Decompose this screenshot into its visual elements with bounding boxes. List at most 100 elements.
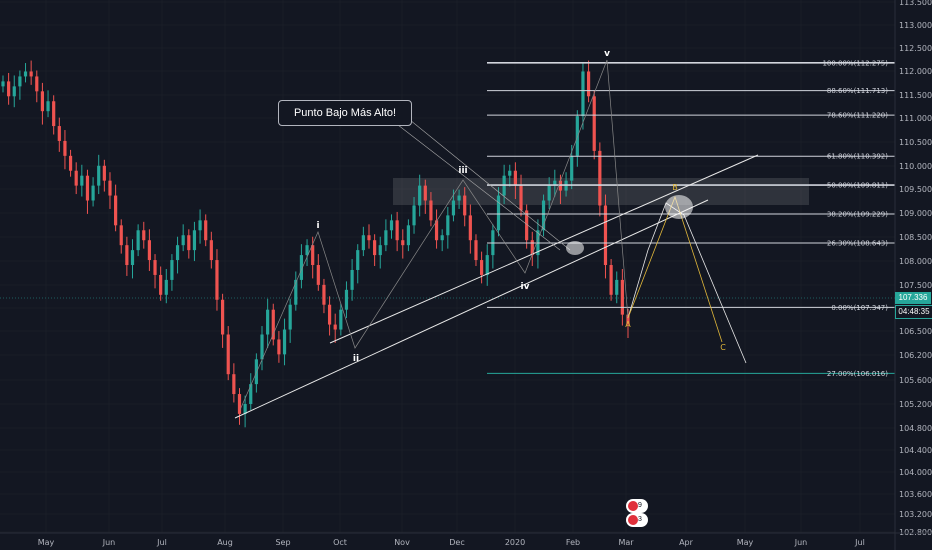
candle-body: [226, 334, 230, 375]
y-tick-label: 111.500: [899, 91, 932, 100]
candle-body: [513, 170, 517, 186]
callout-leader-1: [409, 119, 571, 251]
candle-body: [350, 269, 354, 290]
wave-label-i: i: [316, 221, 319, 231]
price-axis: 113.500 113.000 112.500 112.000 111.500 111.0…: [894, 0, 932, 550]
candle-body: [626, 314, 630, 325]
candle-body: [52, 101, 56, 127]
candle-body: [384, 230, 388, 246]
y-tick-label: 113.000: [899, 21, 932, 30]
candle-body: [327, 304, 332, 325]
candle-body: [243, 403, 247, 414]
candle-body: [316, 265, 320, 285]
y-tick-label: 108.500: [899, 233, 932, 242]
candle-body: [209, 240, 213, 261]
x-tick-label: 2020: [505, 538, 525, 547]
candle-body: [85, 175, 90, 201]
candle-body: [288, 304, 292, 330]
candle-body: [586, 71, 591, 97]
x-tick-label: Jul: [156, 538, 167, 547]
event-badge-2[interactable]: 3: [626, 513, 648, 527]
candle-body: [249, 384, 253, 404]
candle-body: [603, 205, 608, 266]
candle-body: [412, 205, 416, 226]
candle-body: [418, 185, 422, 206]
candle-body: [423, 185, 427, 201]
candle-body: [451, 200, 456, 216]
candle-body: [164, 279, 168, 295]
y-tick-label: 109.000: [899, 209, 932, 218]
fib-label: 38.20%(109.229): [827, 210, 888, 218]
candle-body: [575, 116, 579, 156]
candle-body: [266, 309, 270, 335]
candle-body: [525, 210, 529, 241]
candle-body: [35, 76, 39, 92]
candle-body: [1, 81, 5, 87]
candle-body: [344, 289, 349, 310]
candle-body: [530, 240, 534, 256]
event-count-2: 3: [638, 516, 642, 523]
y-tick-label: 111.000: [899, 114, 932, 123]
y-tick-label: 112.500: [899, 44, 932, 53]
candle-body: [446, 215, 450, 236]
candle-body: [204, 220, 208, 241]
candle-body: [361, 235, 365, 251]
y-tick-label: 103.200: [899, 510, 932, 519]
candle-body: [220, 299, 225, 335]
wave-label-b: B: [672, 183, 678, 192]
candle-body: [170, 260, 174, 280]
y-tick-label: 108.000: [899, 257, 932, 266]
candle-body: [142, 230, 146, 241]
y-tick-label: 109.500: [899, 185, 932, 194]
y-tick-label: 110.000: [899, 162, 932, 171]
candle-body: [91, 185, 95, 201]
fib-label: 0.00%(107.347): [831, 304, 888, 312]
event-badge-1[interactable]: 9: [626, 499, 648, 513]
candle-body: [395, 220, 399, 241]
candle-body: [480, 260, 484, 275]
wave-label-ii: ii: [353, 354, 359, 364]
candle-body: [299, 255, 304, 280]
candle-body: [74, 170, 78, 186]
candle-body: [474, 240, 478, 261]
candle-body: [339, 309, 343, 330]
candle-body: [457, 195, 461, 201]
x-tick-label: Dec: [449, 538, 464, 547]
candle-body: [125, 245, 129, 266]
candle-body: [598, 150, 602, 206]
y-tick-label: 106.500: [899, 327, 932, 336]
wave-label-v: v: [604, 49, 610, 59]
candle-body: [136, 230, 140, 251]
trendline-middle: [329, 154, 759, 344]
fib-label: 61.80%(110.392): [827, 153, 888, 161]
y-tick-label: 103.600: [899, 490, 932, 499]
x-tick-label: Oct: [333, 538, 347, 547]
candle-body: [102, 165, 106, 181]
grid: [0, 0, 895, 533]
fib-label: 78.60%(111.220): [827, 112, 888, 120]
y-tick-label: 112.000: [899, 67, 932, 76]
fib-label: 50.00%(109.811): [827, 182, 888, 190]
candle-body: [7, 81, 11, 97]
candle-body: [547, 185, 551, 201]
candle-body: [294, 279, 298, 305]
candle-body: [496, 195, 501, 231]
candle-body: [508, 170, 512, 176]
candle-body: [389, 220, 394, 231]
candle-body: [609, 265, 613, 295]
candle-body: [119, 225, 123, 246]
candle-body: [181, 235, 185, 246]
candle-body: [97, 165, 101, 186]
candle-body: [271, 309, 275, 340]
x-tick-label: Apr: [679, 538, 694, 547]
candle-body: [153, 260, 157, 275]
candle-body: [333, 324, 337, 330]
candle-body: [322, 284, 326, 305]
wave-label-iii: iii: [458, 166, 467, 176]
projection-path: [627, 202, 747, 364]
time-axis: May Jun Jul Aug Sep Oct Nov Dec 2020 Feb Mar Apr May…: [0, 532, 932, 547]
fibonacci-levels: 100.00%(112.275) 88.60%(111.713) 78.60%(11…: [487, 59, 895, 378]
candle-body: [356, 250, 360, 270]
